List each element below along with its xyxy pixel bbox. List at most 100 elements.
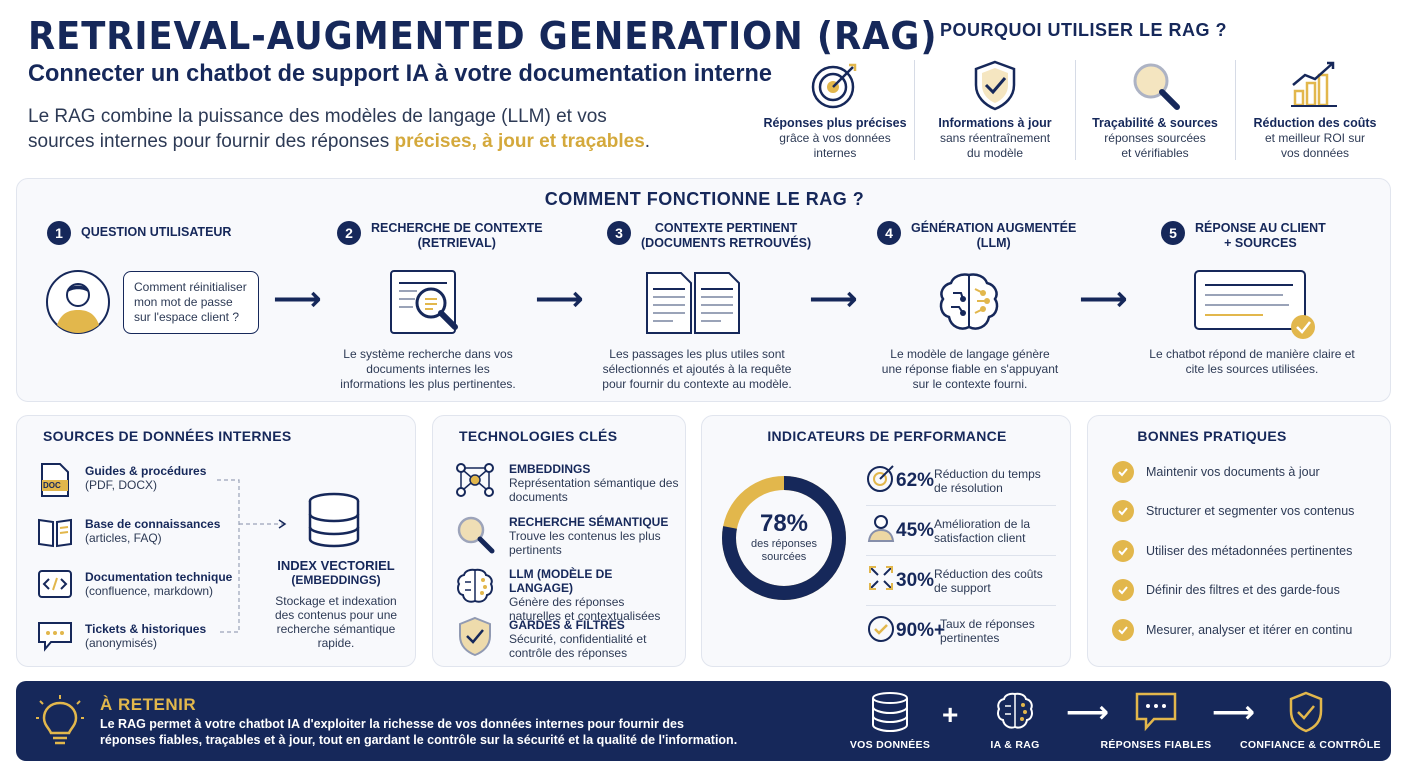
step-label-group: RECHERCHE DE CONTEXTE (RETRIEVAL) bbox=[371, 221, 543, 251]
best-item-label: Mesurer, analyser et itérer en continu bbox=[1146, 622, 1353, 637]
source-desc: (articles, FAQ) bbox=[85, 531, 162, 545]
document-search-icon bbox=[387, 269, 463, 342]
source-desc: (anonymisés) bbox=[85, 636, 158, 650]
kpi-title: INDICATEURS DE PERFORMANCE bbox=[767, 428, 1007, 444]
kpi-value: 90%+ bbox=[896, 620, 946, 641]
step-sublabel: (RETRIEVAL) bbox=[417, 236, 496, 250]
tech-title: TECHNOLOGIES CLÉS bbox=[459, 428, 618, 444]
step-label: GÉNÉRATION AUGMENTÉE bbox=[911, 221, 1077, 235]
brain-icon bbox=[994, 691, 1036, 738]
best-item: Utiliser des métadonnées pertinentes bbox=[1112, 531, 1384, 571]
tech-item: GARDES & FILTRES Sécurité, confidentiali… bbox=[509, 618, 679, 660]
step-label: RECHERCHE DE CONTEXTE bbox=[371, 221, 543, 235]
why-item-line2: et vérifiables bbox=[1121, 146, 1189, 160]
donut-label: des réponses sourcées bbox=[750, 538, 818, 563]
sources-panel: SOURCES DE DONNÉES INTERNES DOC Guides &… bbox=[16, 415, 416, 667]
tech-item-title: GARDES & FILTRES bbox=[509, 618, 625, 632]
step-1-header: 1 QUESTION UTILISATEUR bbox=[47, 221, 231, 245]
step-4-header: 4 GÉNÉRATION AUGMENTÉE (LLM) bbox=[877, 221, 1076, 251]
intro-highlight: précises, à jour et traçables bbox=[394, 131, 645, 152]
tech-item-desc: Représentation sémantique des documents bbox=[509, 476, 679, 504]
tech-item-desc: Sécurité, confidentialité et contrôle de… bbox=[509, 632, 647, 660]
brain-icon bbox=[935, 269, 1003, 342]
takeaway-title: À RETENIR bbox=[100, 695, 197, 714]
user-avatar bbox=[45, 269, 111, 340]
why-item-line1: et meilleur ROI sur bbox=[1264, 131, 1366, 145]
source-title: Base de connaissances bbox=[85, 517, 221, 531]
step-label-group: GÉNÉRATION AUGMENTÉE (LLM) bbox=[911, 221, 1076, 251]
why-item-uptodate: Informations à jour sans réentraînement … bbox=[916, 58, 1074, 161]
book-icon bbox=[37, 516, 73, 553]
why-item-bold: Réponses plus précises bbox=[763, 116, 907, 130]
check-icon bbox=[1112, 539, 1134, 562]
source-desc: (confluence, markdown) bbox=[85, 584, 214, 598]
why-item-line1: réponses sourcées bbox=[1104, 131, 1206, 145]
arrow-right-icon: ⟶ bbox=[1066, 696, 1110, 729]
best-item: Mesurer, analyser et itérer en continu bbox=[1112, 610, 1384, 650]
kpi-label: Réduction du temps de résolution bbox=[934, 466, 1041, 495]
divider bbox=[1075, 60, 1076, 160]
why-item-precision: Réponses plus précises grâce à vos donné… bbox=[756, 58, 914, 161]
kpi-label: Taux de réponses pertinentes bbox=[940, 617, 1035, 645]
check-circle-icon bbox=[866, 614, 896, 649]
kpi-row: 62% Réduction du temps de résolution bbox=[866, 456, 1056, 506]
target-speed-icon bbox=[866, 463, 896, 498]
step-sublabel: (DOCUMENTS RETROUVÉS) bbox=[641, 236, 812, 250]
lightbulb-icon bbox=[36, 695, 84, 754]
step-label: CONTEXTE PERTINENT bbox=[654, 221, 798, 235]
network-icon bbox=[455, 460, 495, 505]
kpi-value: 62% bbox=[896, 469, 935, 491]
why-item-line2: internes bbox=[813, 146, 857, 160]
step-description: Le chatbot répond de manière claire et c… bbox=[1149, 347, 1355, 376]
kpi-value: 45% bbox=[896, 519, 935, 541]
step-number: 5 bbox=[1161, 221, 1185, 245]
why-item-bold: Traçabilité & sources bbox=[1092, 116, 1218, 130]
divider bbox=[1235, 60, 1236, 160]
source-item: Base de connaissances (articles, FAQ) bbox=[85, 517, 220, 545]
shield-check-icon bbox=[1288, 691, 1324, 738]
footer-label: CONFIANCE & CONTRÔLE bbox=[1240, 739, 1381, 751]
brain-icon bbox=[455, 566, 495, 611]
kpi-row: 30% Réduction des coûts de support bbox=[866, 556, 1056, 606]
step-number: 2 bbox=[337, 221, 361, 245]
source-title: Guides & procédures bbox=[85, 464, 207, 478]
step-description: Les passages les plus utiles sont sélect… bbox=[602, 347, 792, 391]
page-subtitle: Connecter un chatbot de support IA à vot… bbox=[28, 60, 772, 87]
source-item: Documentation technique (confluence, mar… bbox=[85, 570, 232, 598]
best-list: Maintenir vos documents à jour Structure… bbox=[1112, 452, 1384, 650]
how-it-works-panel: COMMENT FONCTIONNE LE RAG ? 1 QUESTION U… bbox=[16, 178, 1391, 402]
tech-item-desc: Trouve les contenus les plus pertinents bbox=[509, 529, 661, 557]
check-icon bbox=[1112, 460, 1134, 483]
how-title: COMMENT FONCTIONNE LE RAG ? bbox=[544, 189, 865, 209]
best-item-label: Utiliser des métadonnées pertinentes bbox=[1146, 543, 1353, 558]
plus-icon: + bbox=[942, 699, 959, 730]
arrow-right-icon: ⟶ bbox=[1079, 280, 1128, 318]
footer-label: IA & RAG bbox=[990, 739, 1040, 751]
divider bbox=[914, 60, 915, 160]
best-practices-panel: BONNES PRATIQUES Maintenir vos documents… bbox=[1087, 415, 1391, 667]
why-item-line1: grâce à vos données bbox=[779, 131, 891, 145]
technologies-panel: TECHNOLOGIES CLÉS EMBEDDINGS Représentat… bbox=[432, 415, 686, 667]
donut-value: 78% bbox=[759, 510, 809, 537]
tech-item: RECHERCHE SÉMANTIQUE Trouve les contenus… bbox=[509, 515, 674, 557]
kpi-row: 45% Amélioration de la satisfaction clie… bbox=[866, 506, 1056, 556]
why-item-traceability: Traçabilité & sources réponses sourcées … bbox=[1076, 58, 1234, 161]
step-sublabel: + SOURCES bbox=[1224, 236, 1297, 250]
donut-center: 78% des réponses sourcées bbox=[720, 510, 848, 564]
why-item-line2: du modèle bbox=[966, 146, 1024, 160]
footer-label: VOS DONNÉES bbox=[849, 739, 931, 751]
growth-chart-icon bbox=[1236, 58, 1394, 112]
why-item-bold: Réduction des coûts bbox=[1253, 116, 1377, 130]
why-item-line2: vos données bbox=[1280, 146, 1350, 160]
doc-file-icon: DOC bbox=[39, 462, 71, 503]
why-title: POURQUOI UTILISER LE RAG ? bbox=[940, 20, 1228, 40]
takeaway-text: Le RAG permet à votre chatbot IA d'explo… bbox=[100, 717, 738, 747]
source-desc: (PDF, DOCX) bbox=[85, 478, 157, 492]
index-subtitle: (EMBEDDINGS) bbox=[291, 573, 381, 587]
page-title: RETRIEVAL-AUGMENTED GENERATION (RAG) bbox=[28, 14, 938, 58]
database-icon bbox=[870, 691, 910, 738]
shield-icon bbox=[455, 616, 495, 661]
check-icon bbox=[1112, 618, 1134, 641]
step-number: 3 bbox=[607, 221, 631, 245]
why-item-cost: Réduction des coûts et meilleur ROI sur … bbox=[1236, 58, 1394, 161]
